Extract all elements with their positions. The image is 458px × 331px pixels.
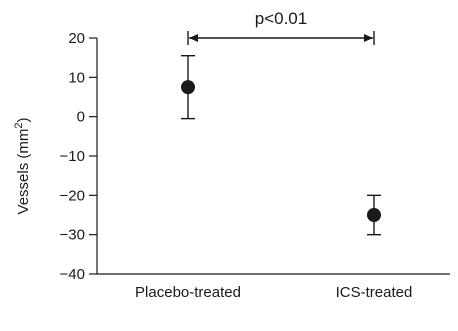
y-axis-title: Vessels (mm2): [13, 118, 32, 215]
data-point: [367, 208, 381, 222]
data-points: [181, 55, 381, 236]
p-value-label: p<0.01: [255, 9, 307, 28]
data-point: [181, 80, 195, 95]
y-tick-label: 0: [77, 109, 85, 126]
x-tick-label: ICS-treated: [336, 284, 413, 301]
significance-annotation: p<0.01: [187, 9, 375, 45]
y-tick-label: −20: [60, 187, 85, 204]
y-tick-label: 20: [68, 30, 85, 47]
y-tick-label: −10: [60, 148, 85, 165]
y-tick-label: −30: [60, 227, 85, 244]
y-tick-label: 10: [68, 69, 85, 86]
x-axis: Placebo-treated ICS-treated: [97, 273, 450, 301]
arrow-left-icon: [189, 34, 198, 42]
x-tick-label: Placebo-treated: [135, 284, 241, 301]
arrow-right-icon: [364, 34, 373, 42]
y-axis: 20 10 0 −10 −20 −30 −40: [60, 30, 98, 283]
y-tick-label: −40: [60, 266, 85, 283]
